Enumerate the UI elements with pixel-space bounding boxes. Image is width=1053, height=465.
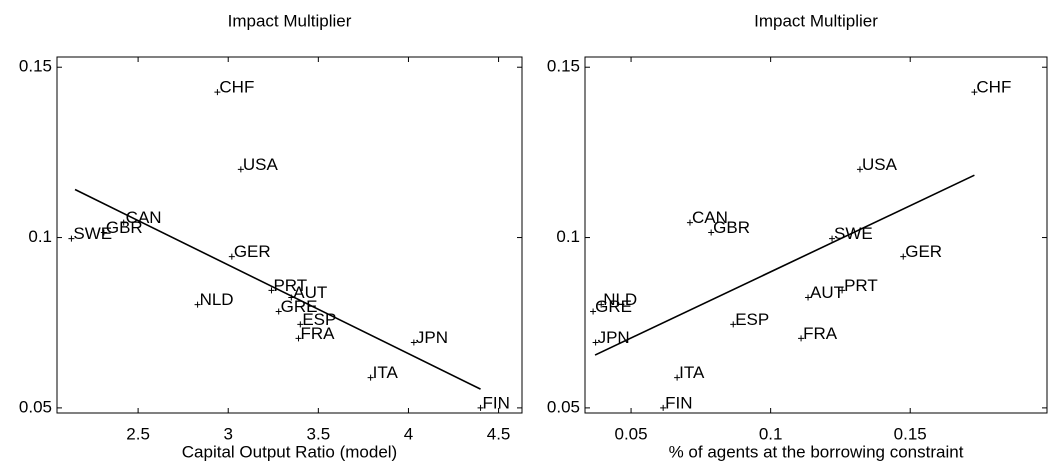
fit-line <box>594 174 975 356</box>
point <box>971 89 978 96</box>
point <box>275 308 282 315</box>
point-label: ESP <box>302 310 336 329</box>
x-tick-label: 3.5 <box>307 424 331 443</box>
point <box>686 219 693 226</box>
y-tick-label: 0.1 <box>28 227 52 246</box>
point <box>900 253 907 260</box>
point-label: GER <box>234 242 271 261</box>
point <box>660 404 667 411</box>
point-label: JPN <box>416 328 448 347</box>
point <box>68 235 75 242</box>
point-label: NLD <box>200 290 234 309</box>
point <box>592 339 599 346</box>
point-label: AUT <box>293 283 327 302</box>
x-tick-label: 0.05 <box>615 424 648 443</box>
point <box>856 166 863 173</box>
point <box>237 166 244 173</box>
point-label: ITA <box>679 363 705 382</box>
point <box>288 294 295 301</box>
x-tick-label: 2.5 <box>126 424 150 443</box>
point-label: PRT <box>844 276 878 295</box>
point-label: FRA <box>803 324 838 343</box>
point <box>598 301 605 308</box>
y-tick-label: 0.05 <box>19 397 52 416</box>
point-label: CAN <box>126 208 162 227</box>
point <box>829 235 836 242</box>
chart-title: Impact Multiplier <box>754 11 878 30</box>
point <box>297 321 304 328</box>
point <box>477 404 484 411</box>
point-label: USA <box>243 155 279 174</box>
point <box>839 287 846 294</box>
chart-title: Impact Multiplier <box>228 11 352 30</box>
x-tick-label: 0.15 <box>894 424 927 443</box>
point <box>295 335 302 342</box>
x-tick-label: 0.1 <box>759 424 783 443</box>
plot-frame <box>56 56 523 414</box>
point <box>730 321 737 328</box>
point <box>708 229 715 236</box>
point-label: ESP <box>735 310 769 329</box>
point-label: AUT <box>810 283 844 302</box>
point-label: CHF <box>976 78 1011 97</box>
point-label: USA <box>862 155 898 174</box>
point-label: CAN <box>692 208 728 227</box>
point-label: ITA <box>373 363 399 382</box>
point-label: GER <box>905 242 942 261</box>
point-label: PRT <box>273 276 307 295</box>
point-label: JPN <box>598 328 630 347</box>
point-label: GBR <box>713 218 750 237</box>
point <box>100 229 107 236</box>
x-tick-label: 4 <box>404 424 413 443</box>
fit-line <box>74 188 481 390</box>
point <box>268 287 275 294</box>
point-label: FIN <box>665 393 692 412</box>
point <box>367 374 374 381</box>
x-axis-label: % of agents at the borrowing constraint <box>669 442 964 461</box>
x-tick-label: 4.5 <box>487 424 511 443</box>
y-tick-label: 0.05 <box>547 397 580 416</box>
point <box>674 374 681 381</box>
point-label: GRE <box>595 297 632 316</box>
point <box>590 308 597 315</box>
y-tick-label: 0.15 <box>19 57 52 76</box>
x-axis-label: Capital Output Ratio (model) <box>182 442 397 461</box>
point <box>798 335 805 342</box>
point <box>120 219 127 226</box>
y-tick-label: 0.1 <box>556 227 580 246</box>
point <box>410 339 417 346</box>
point-label: FRA <box>301 324 336 343</box>
point <box>194 301 201 308</box>
x-tick-label: 3 <box>223 424 232 443</box>
y-tick-label: 0.15 <box>547 57 580 76</box>
point-label: SWE <box>73 224 112 243</box>
point <box>214 89 221 96</box>
point-label: SWE <box>834 224 873 243</box>
point <box>805 294 812 301</box>
point <box>228 253 235 260</box>
point-label: FIN <box>483 393 510 412</box>
point-label: NLD <box>603 290 637 309</box>
plot-frame <box>584 56 1048 414</box>
point-label: CHF <box>219 78 254 97</box>
point-label: GBR <box>106 218 143 237</box>
point-label: GRE <box>281 297 318 316</box>
